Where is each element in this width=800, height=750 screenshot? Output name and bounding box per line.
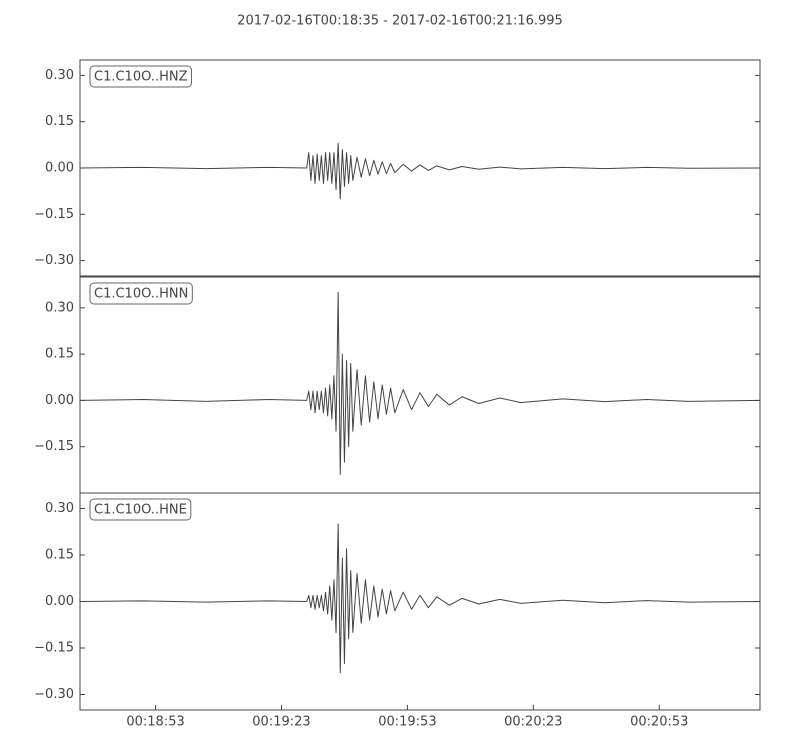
x-tick-label: 00:19:23 bbox=[252, 715, 310, 730]
x-tick-label: 00:20:53 bbox=[630, 715, 688, 730]
y-tick-label: 0.00 bbox=[45, 393, 74, 408]
y-tick-label: 0.30 bbox=[45, 68, 74, 83]
y-tick-label: −0.30 bbox=[34, 687, 74, 702]
panel-frame bbox=[79, 276, 761, 494]
x-tick-label: 00:18:53 bbox=[126, 715, 184, 730]
y-tick-label: 0.30 bbox=[45, 501, 74, 516]
y-tick-label: 0.00 bbox=[45, 594, 74, 609]
y-tick-label: 0.15 bbox=[45, 347, 74, 362]
x-tick-label: 00:19:53 bbox=[378, 715, 436, 730]
y-tick-label: 0.00 bbox=[45, 161, 74, 176]
trace-label-box bbox=[89, 65, 192, 88]
x-tick-label: 00:20:23 bbox=[504, 715, 562, 730]
trace-label: C1.C10O..HNN bbox=[89, 282, 193, 305]
waveform bbox=[79, 291, 761, 475]
trace-label-text: C1.C10O..HNZ bbox=[94, 70, 188, 85]
trace-label-text: C1.C10O..HNN bbox=[94, 287, 188, 302]
trace-label: C1.C10O..HNE bbox=[89, 498, 192, 521]
trace-label: C1.C10O..HNZ bbox=[89, 65, 192, 88]
y-tick-label: 0.15 bbox=[45, 114, 74, 129]
figure-title: 2017-02-16T00:18:35 - 2017-02-16T00:21:1… bbox=[237, 14, 563, 29]
y-tick-label: −0.30 bbox=[34, 253, 74, 268]
trace-label-box bbox=[89, 282, 193, 305]
y-tick-label: 0.15 bbox=[45, 548, 74, 563]
waveform bbox=[79, 523, 761, 674]
waveform bbox=[79, 142, 761, 200]
trace-label-box bbox=[89, 498, 192, 521]
y-tick-label: −0.15 bbox=[34, 439, 74, 454]
y-tick-label: 0.30 bbox=[45, 300, 74, 315]
y-tick-label: −0.15 bbox=[34, 207, 74, 222]
y-tick-label: −0.15 bbox=[34, 641, 74, 656]
trace-label-text: C1.C10O..HNE bbox=[94, 503, 187, 518]
